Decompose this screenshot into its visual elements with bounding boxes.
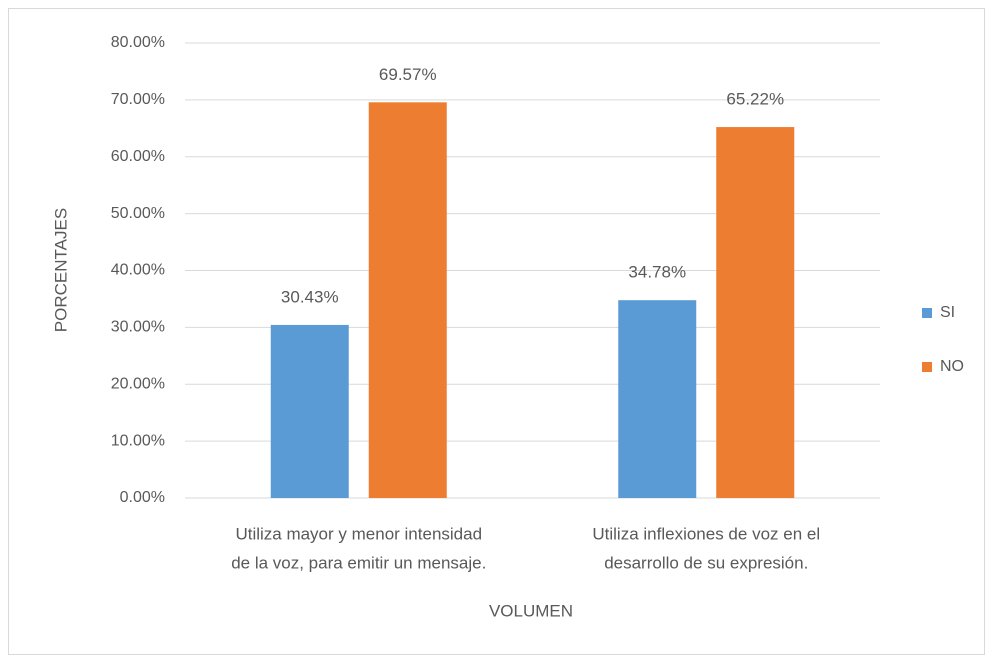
chart-border bbox=[8, 8, 985, 655]
data-label: 69.57% bbox=[379, 65, 437, 84]
y-tick-label: 70.00% bbox=[111, 91, 165, 108]
bar bbox=[618, 300, 697, 498]
legend-swatch bbox=[922, 308, 932, 318]
x-tick-label: de la voz, para emitir un mensaje. bbox=[231, 553, 486, 572]
legend-label: NO bbox=[940, 358, 964, 375]
x-tick-label: Utiliza mayor y menor intensidad bbox=[235, 524, 482, 543]
x-tick-label: desarrollo de su expresión. bbox=[604, 553, 808, 572]
y-axis-title: PORCENTAJES bbox=[51, 208, 70, 332]
y-tick-label: 10.00% bbox=[111, 432, 165, 449]
y-tick-label: 40.00% bbox=[111, 262, 165, 279]
y-tick-label: 60.00% bbox=[111, 148, 165, 165]
data-label: 65.22% bbox=[726, 90, 784, 109]
bar bbox=[270, 324, 349, 498]
data-label: 30.43% bbox=[281, 287, 339, 306]
y-tick-label: 0.00% bbox=[120, 489, 165, 506]
x-axis-title: VOLUMEN bbox=[489, 601, 573, 620]
legend-label: SI bbox=[940, 304, 955, 321]
bar bbox=[716, 127, 795, 498]
legend-swatch bbox=[922, 362, 932, 372]
x-tick-label: Utiliza inflexiones de voz en el bbox=[592, 524, 820, 543]
y-tick-label: 50.00% bbox=[111, 205, 165, 222]
y-tick-label: 80.00% bbox=[111, 34, 165, 51]
y-tick-label: 20.00% bbox=[111, 375, 165, 392]
bar bbox=[368, 102, 447, 499]
y-tick-label: 30.00% bbox=[111, 319, 165, 336]
data-label: 34.78% bbox=[628, 263, 686, 282]
